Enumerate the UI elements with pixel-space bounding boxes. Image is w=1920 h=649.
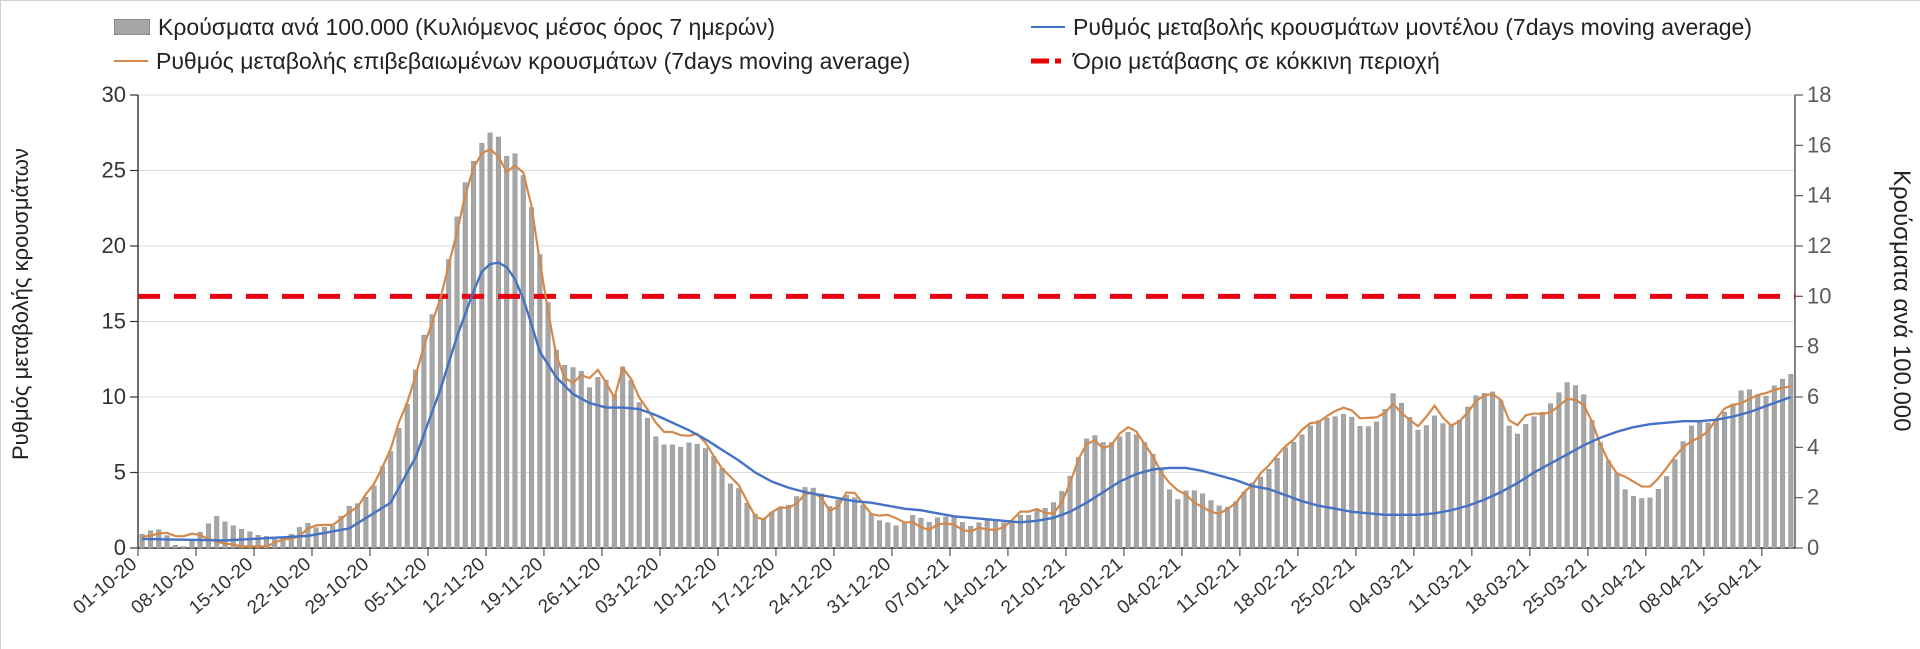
svg-text:29-10-20: 29-10-20 [301, 554, 373, 619]
svg-text:15: 15 [102, 309, 126, 334]
svg-text:20: 20 [102, 233, 126, 258]
svg-text:5: 5 [114, 460, 126, 485]
svg-text:4: 4 [1807, 434, 1819, 459]
svg-text:28-01-21: 28-01-21 [1055, 554, 1127, 619]
svg-text:24-12-20: 24-12-20 [765, 554, 837, 619]
svg-text:15-10-20: 15-10-20 [185, 554, 257, 619]
svg-text:19-11-20: 19-11-20 [476, 554, 547, 618]
svg-text:01-04-21: 01-04-21 [1577, 554, 1649, 619]
svg-text:30: 30 [102, 82, 126, 107]
svg-text:11-02-21: 11-02-21 [1172, 554, 1243, 618]
svg-text:18-02-21: 18-02-21 [1229, 554, 1301, 619]
svg-text:08-10-20: 08-10-20 [127, 554, 199, 619]
svg-text:05-11-20: 05-11-20 [361, 554, 432, 618]
svg-text:31-12-20: 31-12-20 [823, 554, 895, 619]
svg-text:22-10-20: 22-10-20 [243, 554, 315, 619]
svg-text:16: 16 [1807, 132, 1831, 157]
svg-text:2: 2 [1807, 485, 1819, 510]
svg-text:04-02-21: 04-02-21 [1113, 554, 1185, 619]
svg-text:25-02-21: 25-02-21 [1287, 554, 1359, 619]
svg-text:18: 18 [1807, 82, 1831, 107]
svg-text:14-01-21: 14-01-21 [939, 554, 1011, 619]
svg-text:10: 10 [1807, 283, 1831, 308]
svg-text:10-12-20: 10-12-20 [649, 554, 721, 619]
svg-text:0: 0 [1807, 535, 1819, 560]
svg-text:8: 8 [1807, 334, 1819, 359]
svg-text:26-11-20: 26-11-20 [534, 554, 605, 618]
svg-text:18-03-21: 18-03-21 [1461, 554, 1533, 619]
svg-text:12-11-20: 12-11-20 [418, 554, 489, 618]
svg-text:11-03-21: 11-03-21 [1404, 554, 1475, 618]
svg-text:01-10-20: 01-10-20 [69, 554, 141, 619]
svg-text:6: 6 [1807, 384, 1819, 409]
svg-text:04-03-21: 04-03-21 [1345, 554, 1417, 619]
svg-text:07-01-21: 07-01-21 [881, 554, 953, 619]
svg-text:15-04-21: 15-04-21 [1693, 554, 1765, 619]
svg-text:21-01-21: 21-01-21 [997, 554, 1069, 619]
svg-text:10: 10 [102, 384, 126, 409]
svg-text:25: 25 [102, 158, 126, 183]
svg-text:25-03-21: 25-03-21 [1519, 554, 1591, 619]
svg-text:14: 14 [1807, 183, 1831, 208]
svg-text:17-12-20: 17-12-20 [707, 554, 779, 619]
svg-text:12: 12 [1807, 233, 1831, 258]
svg-text:03-12-20: 03-12-20 [591, 554, 663, 619]
svg-text:08-04-21: 08-04-21 [1635, 554, 1707, 619]
